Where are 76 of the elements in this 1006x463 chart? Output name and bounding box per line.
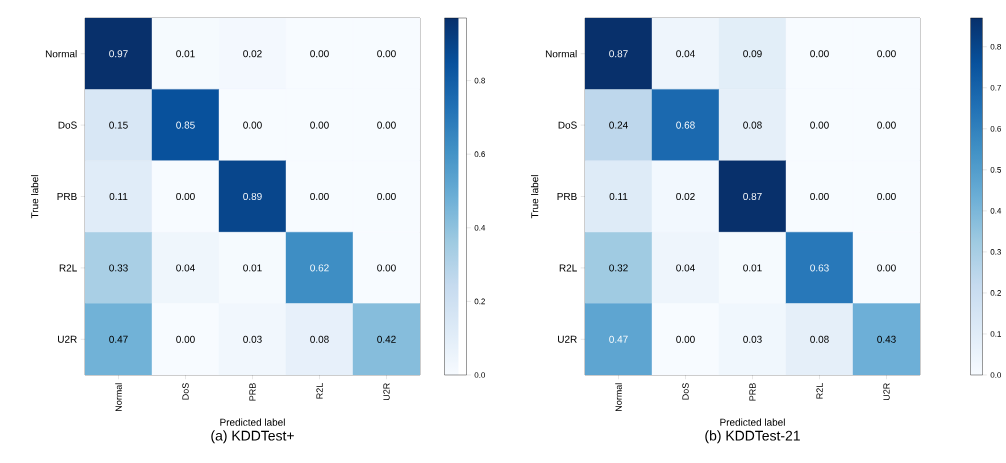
data-label: 0.02 [243, 50, 262, 58]
data-label: 0.00 [377, 121, 396, 129]
data-label: 0.04 [676, 50, 695, 58]
data-label: 0.00 [377, 192, 396, 201]
data-label: 0.08 [810, 335, 829, 343]
y-tick-label: U2R [58, 335, 77, 343]
data-label: 0.00 [810, 50, 829, 58]
data-label: 0.00 [810, 121, 829, 129]
data-label: 0.47 [109, 335, 128, 343]
y-tick-label: Normal [545, 50, 577, 58]
data-label: 0.01 [743, 264, 762, 272]
data-label: 0.33 [109, 264, 128, 272]
data-label: 0.09 [743, 50, 762, 58]
y-tick-label: R2L [59, 264, 77, 272]
x-tick-label: U2R [383, 383, 390, 401]
data-label: 0.00 [377, 264, 396, 272]
x-axis-title: Predicted label [720, 418, 785, 426]
data-label: 0.08 [310, 335, 329, 343]
data-label: 0.47 [609, 335, 628, 343]
data-label: 0.00 [176, 335, 195, 343]
data-label: 0.00 [877, 264, 896, 272]
data-label: 0.87 [609, 50, 628, 58]
data-label: 0.00 [377, 50, 396, 58]
data-label: 0.03 [743, 335, 762, 343]
data-label: 0.89 [243, 192, 262, 201]
data-label: 0.02 [676, 192, 695, 201]
data-label: 0.00 [810, 192, 829, 201]
y-tick-label: DoS [558, 121, 577, 129]
y-axis-title: True label [30, 175, 39, 219]
data-label: 0.24 [609, 121, 628, 129]
x-tick-label: DoS [682, 383, 689, 400]
data-label: 0.00 [676, 335, 695, 343]
x-tick-label: PRB [749, 383, 756, 401]
x-tick-label: PRB [249, 383, 256, 401]
y-tick-label: R2L [559, 264, 577, 272]
data-label: 0.85 [176, 121, 195, 129]
data-label: 0.32 [609, 264, 628, 272]
text: (a) KDDTest+ [211, 430, 294, 444]
data-label: 0.62 [310, 264, 329, 272]
data-label: 0.00 [176, 192, 195, 201]
data-label: 0.11 [109, 192, 128, 201]
x-tick-label: DoS [182, 383, 189, 400]
data-label: 0.00 [877, 192, 896, 201]
data-label: 0.01 [176, 50, 195, 58]
text: (b) KDDTest-21 [705, 430, 800, 444]
x-tick-label: R2L [316, 383, 323, 399]
data-label: 0.04 [676, 264, 695, 272]
data-label: 0.08 [743, 121, 762, 129]
x-tick-label: Normal [115, 383, 122, 411]
x-axis-title: Predicted label [220, 418, 285, 426]
data-label: 0.00 [877, 121, 896, 129]
data-label: 0.11 [609, 192, 628, 201]
data-label: 0.00 [243, 121, 262, 129]
y-tick-label: PRB [557, 193, 577, 200]
data-label: 0.43 [877, 335, 896, 343]
x-tick-label: U2R [883, 383, 890, 401]
y-tick-label: DoS [58, 121, 77, 129]
data-label: 0.04 [176, 264, 195, 272]
y-tick-label: PRB [57, 193, 77, 200]
data-label: 0.00 [877, 50, 896, 58]
data-label: 0.87 [743, 192, 762, 201]
data-label: 0.97 [109, 50, 128, 58]
data-label: 0.00 [310, 50, 329, 58]
y-axis-title: True label [530, 175, 539, 219]
data-label: 0.68 [676, 121, 695, 129]
data-label: 0.42 [377, 335, 396, 343]
data-label: 0.00 [310, 192, 329, 201]
data-label: 0.00 [310, 121, 329, 129]
x-tick-label: R2L [816, 383, 823, 399]
data-label: 0.63 [810, 264, 829, 272]
data-label: 0.15 [109, 121, 128, 129]
y-tick-label: U2R [558, 335, 577, 343]
x-tick-label: Normal [615, 383, 622, 411]
data-label: 0.03 [243, 335, 262, 343]
data-label: 0.01 [243, 264, 262, 272]
y-tick-label: Normal [45, 50, 77, 58]
